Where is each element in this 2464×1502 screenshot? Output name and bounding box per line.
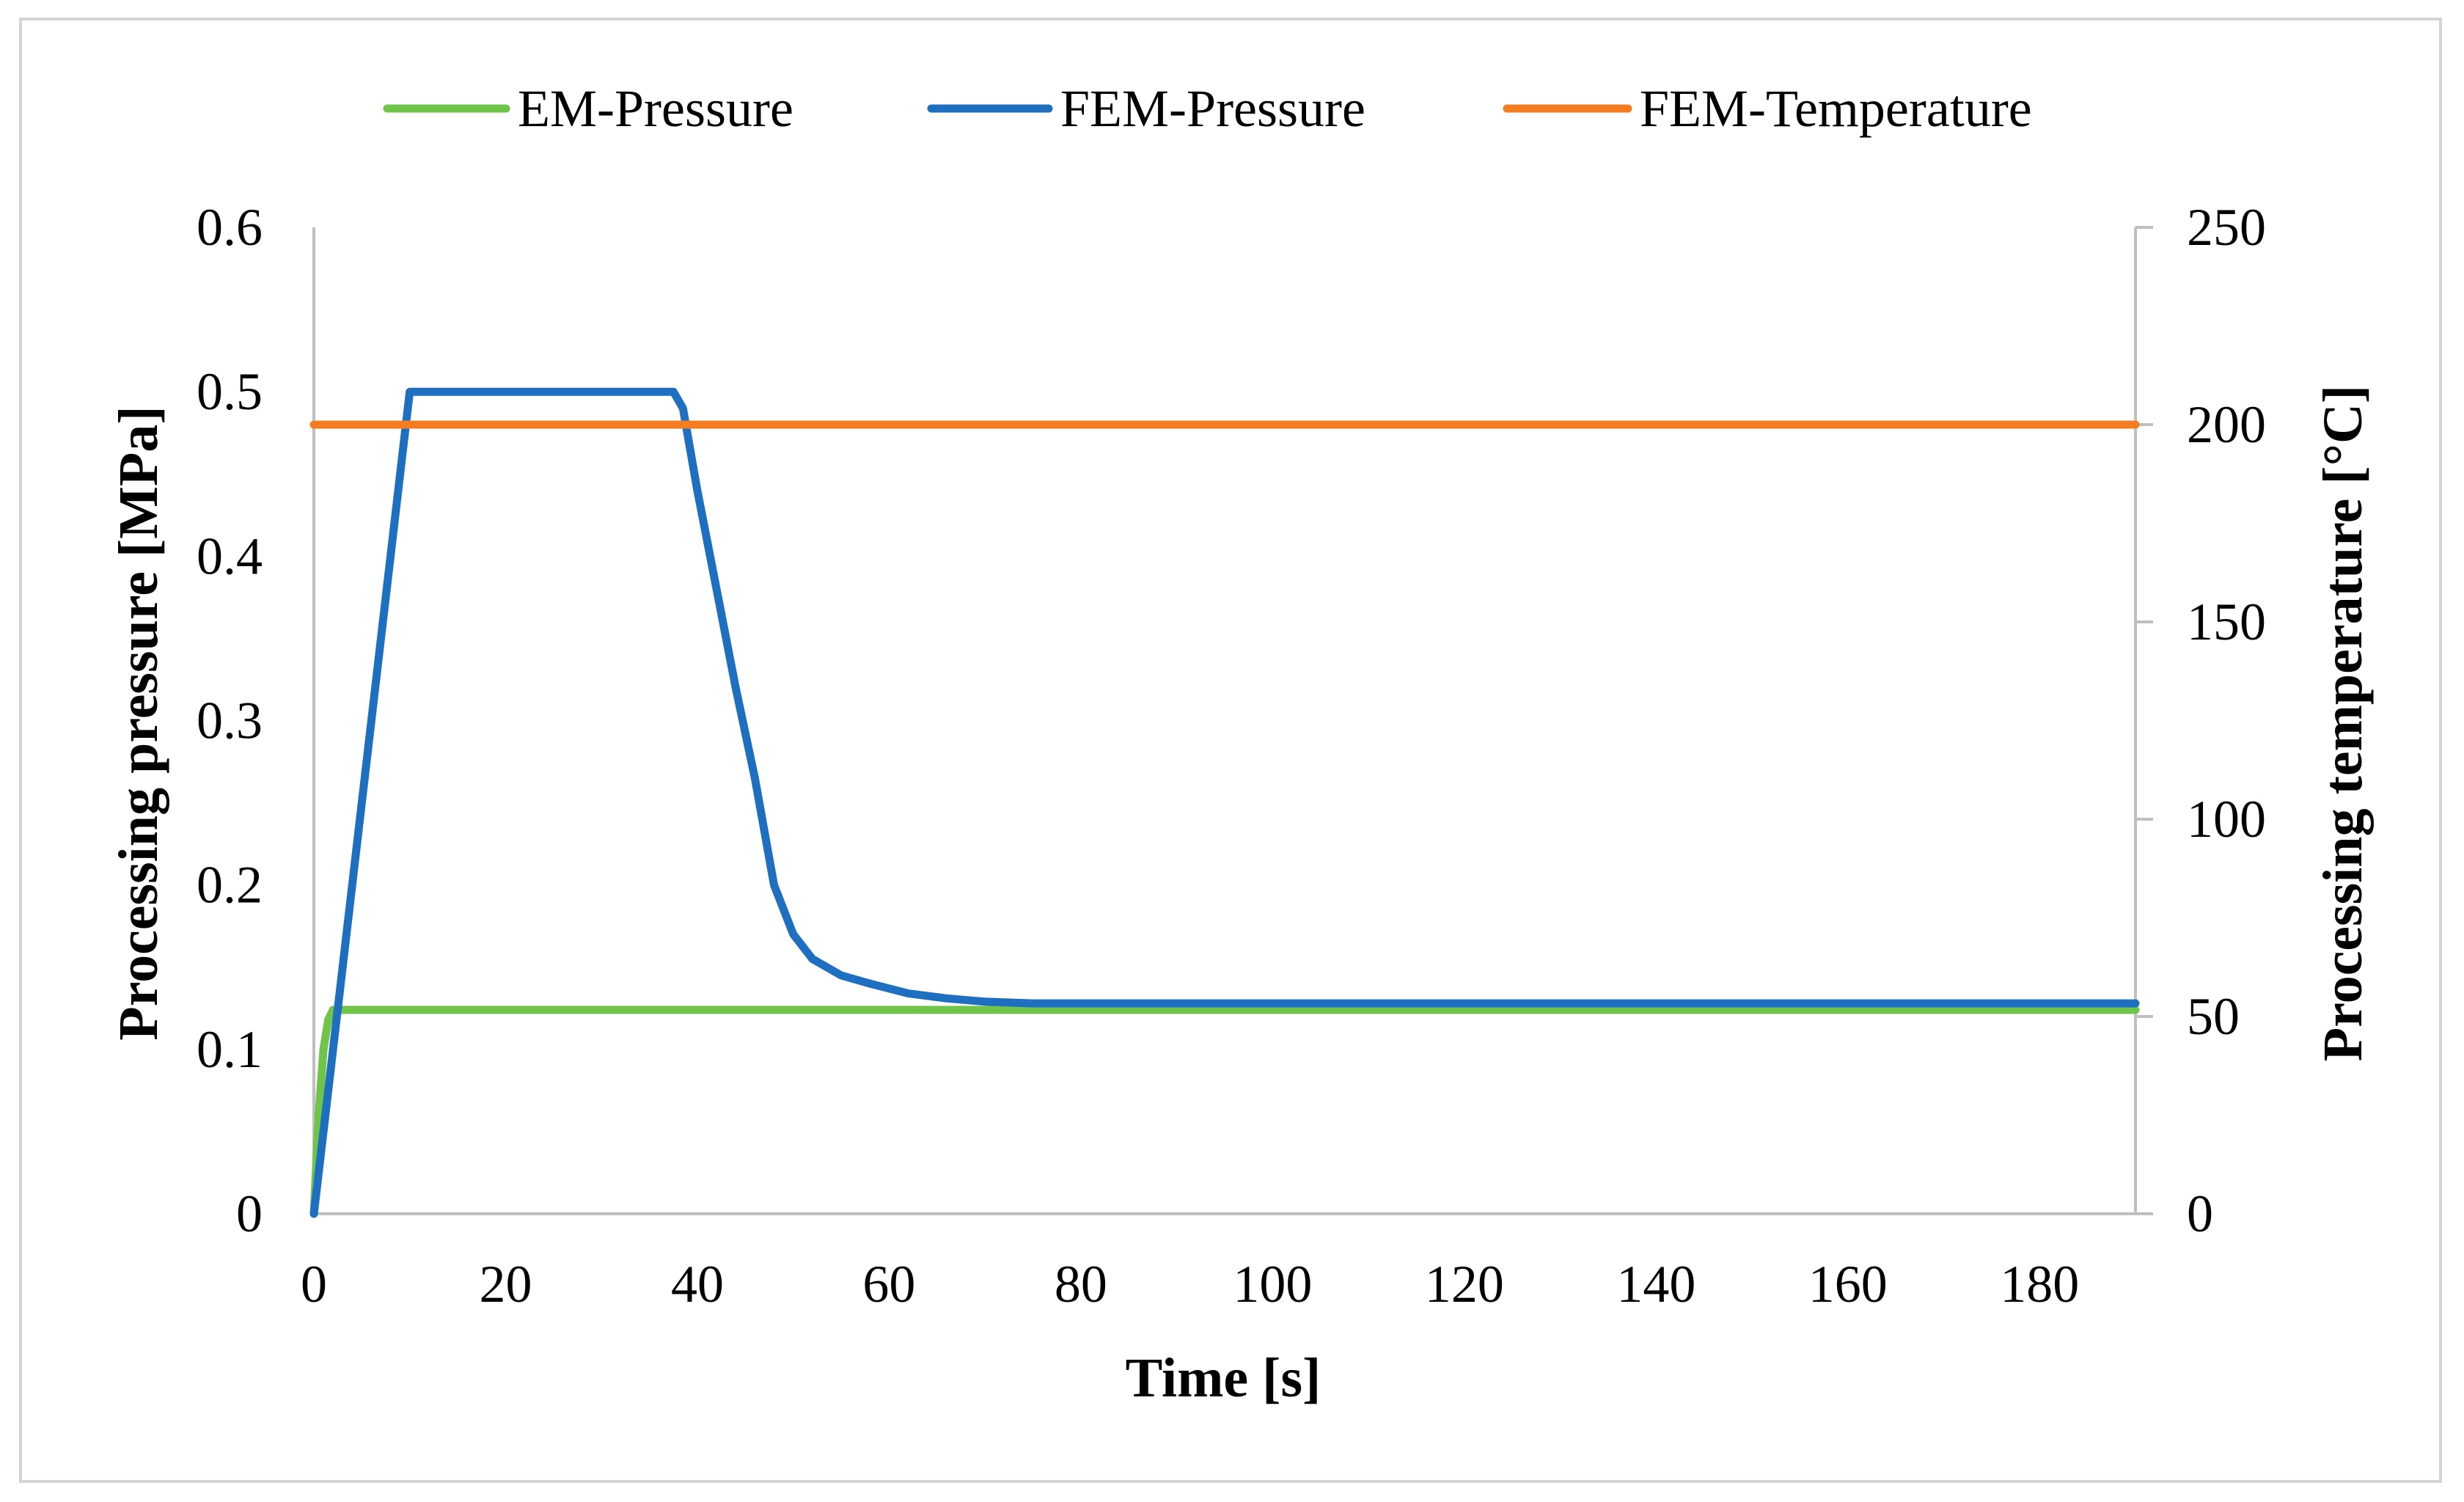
legend-label-em-pressure: EM-Pressure: [518, 79, 793, 138]
chart-border: [19, 18, 2442, 1483]
y2-tick-label: 0: [2187, 1184, 2213, 1243]
y2-tick-label: 200: [2187, 395, 2266, 454]
x-tick-label: 180: [2000, 1255, 2079, 1314]
x-tick-label: 40: [671, 1255, 724, 1314]
y-tick-label: 0.5: [197, 362, 263, 421]
legend: EM-Pressure FEM-Pressure FEM-Temperature: [383, 79, 2032, 138]
x-tick-label: 0: [301, 1255, 327, 1314]
x-tick-label: 140: [1616, 1255, 1695, 1314]
series-layer: [309, 387, 2140, 1218]
y2-tick-label: 150: [2187, 593, 2266, 651]
y-tick-label: 0.3: [197, 692, 263, 750]
y-tick-label: 0.4: [197, 527, 263, 585]
y-tick-label: 0.1: [197, 1020, 263, 1079]
y2-tick-label: 50: [2187, 987, 2240, 1046]
axes-layer: 0 0.1 0.2 0.3 0.4 0.5 0.6 0 50 100 150 200 250 0 20 40 6…: [197, 198, 2266, 1314]
x-tick-label: 20: [479, 1255, 532, 1314]
y2-tick-label: 250: [2187, 198, 2266, 257]
series-line-fem-pressure: [309, 387, 2140, 1218]
y-tick-label: 0: [236, 1184, 263, 1243]
x-tick-label: 80: [1055, 1255, 1107, 1314]
y2-axis-title: Processing temperature [°C]: [2312, 385, 2374, 1061]
x-tick-label: 120: [1425, 1255, 1504, 1314]
y-tick-label: 0.2: [197, 856, 263, 915]
x-tick-label: 160: [1808, 1255, 1888, 1314]
x-axis-title: Time [s]: [1126, 1347, 1321, 1409]
y-axis-title: Processing pressure [MPa]: [108, 406, 169, 1040]
legend-label-fem-temperature: FEM-Temperature: [1640, 79, 2032, 138]
y2-tick-label: 100: [2187, 790, 2266, 849]
x-tick-label: 100: [1233, 1255, 1312, 1314]
x-tick-label: 60: [862, 1255, 915, 1314]
y-tick-label: 0.6: [197, 198, 263, 257]
series-line-em-pressure: [309, 1005, 2140, 1218]
legend-label-fem-pressure: FEM-Pressure: [1060, 79, 1365, 138]
